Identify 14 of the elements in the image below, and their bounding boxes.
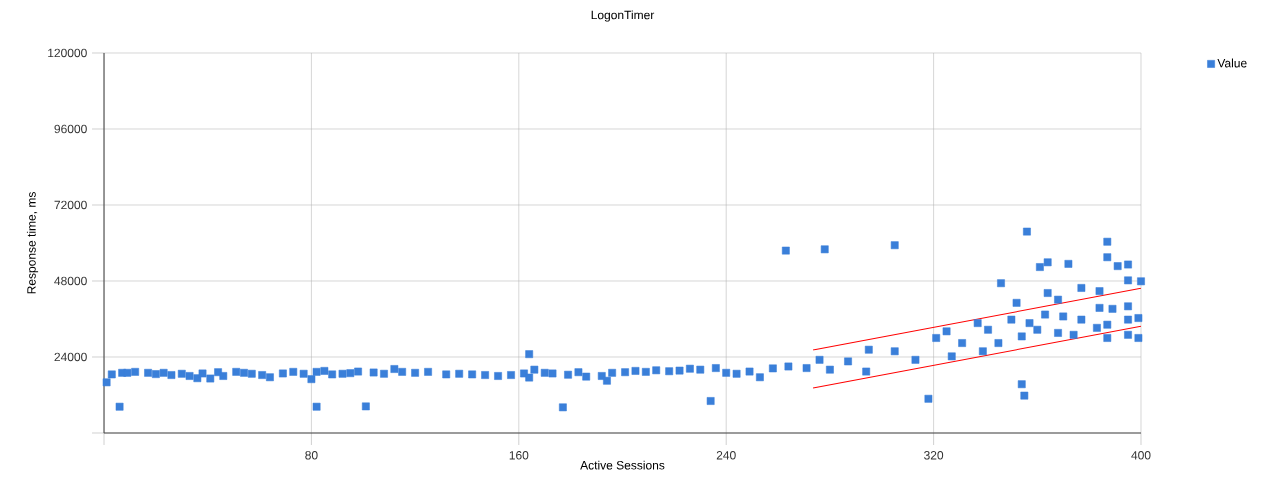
y-axis-title: Response time, ms [26,192,39,294]
legend-label: Value [1217,58,1247,68]
x-tick-label: 80 [305,451,318,460]
y-tick-label: 24000 [54,352,87,362]
y-tick-label: 120000 [48,48,87,58]
y-tick-label: 72000 [54,200,87,210]
x-tick-label: 160 [509,451,529,460]
chart-title: LogonTimer [591,10,655,22]
y-tick-label: 48000 [54,276,87,286]
x-axis-title: Active Sessions [580,460,665,470]
x-tick-label: 400 [1131,451,1151,460]
x-tick-label: 240 [716,451,736,460]
y-tick-label: 96000 [54,124,87,134]
x-tick-label: 320 [924,451,944,460]
